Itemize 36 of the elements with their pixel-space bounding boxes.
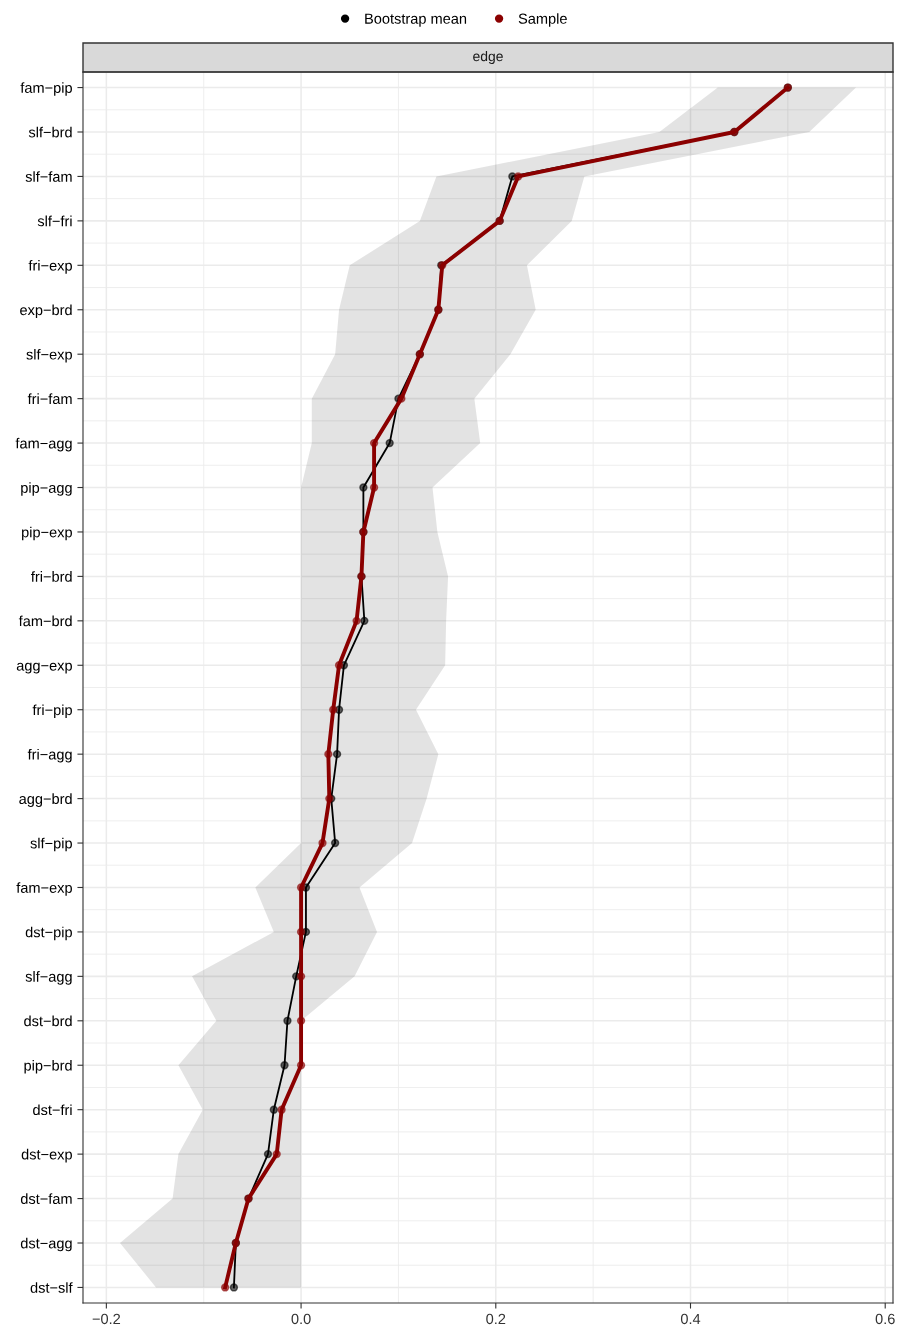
x-tick-label: −0.2 [92,1313,121,1325]
y-tick-label: fam−exp [16,882,72,896]
y-tick-label: slf−brd [28,126,72,138]
y-tick-label: dst−pip [25,926,72,941]
y-tick-label: dst−fam [20,1193,72,1204]
legend-label: Bootstrap mean [365,13,467,27]
x-tick-label: 0.0 [291,1313,311,1325]
y-tick-label: slf−fam [25,171,72,182]
y-tick-label: fri−exp [28,260,72,274]
y-tick-label: slf−exp [26,348,72,363]
y-tick-label: fri−fam [27,393,72,405]
chart-title: edge [473,51,503,64]
y-tick-label: agg−exp [16,662,72,674]
y-tick-label: dst−agg [20,1237,72,1252]
y-tick-label: slf−pip [30,837,72,852]
y-tick-label: slf−agg [25,971,72,985]
x-tick-label: 0.6 [875,1313,895,1325]
y-tick-label: fri−agg [27,748,72,763]
y-tick-label: exp−brd [20,304,72,319]
y-tick-label: fam−brd [18,615,72,627]
y-tick-label: dst−slf [30,1282,73,1293]
x-tick-label: 0.2 [486,1313,506,1325]
y-tick-label: fri−brd [31,571,72,582]
y-tick-label: slf−fri [37,215,72,227]
y-tick-label: dst−fri [33,1104,72,1116]
legend-label: Sample [518,13,567,27]
x-tick-label: 0.4 [680,1313,701,1325]
y-tick-label: fri−pip [32,704,72,719]
y-tick-label: agg−brd [19,793,72,807]
y-tick-label: pip−brd [24,1059,72,1074]
y-tick-label: dst−exp [21,1148,72,1163]
y-tick-label: pip−agg [21,482,72,496]
y-tick-label: dst−brd [24,1015,72,1027]
y-tick-label: pip−exp [22,526,72,541]
y-tick-label: fam−pip [20,82,72,96]
y-tick-label: fam−agg [15,437,72,452]
